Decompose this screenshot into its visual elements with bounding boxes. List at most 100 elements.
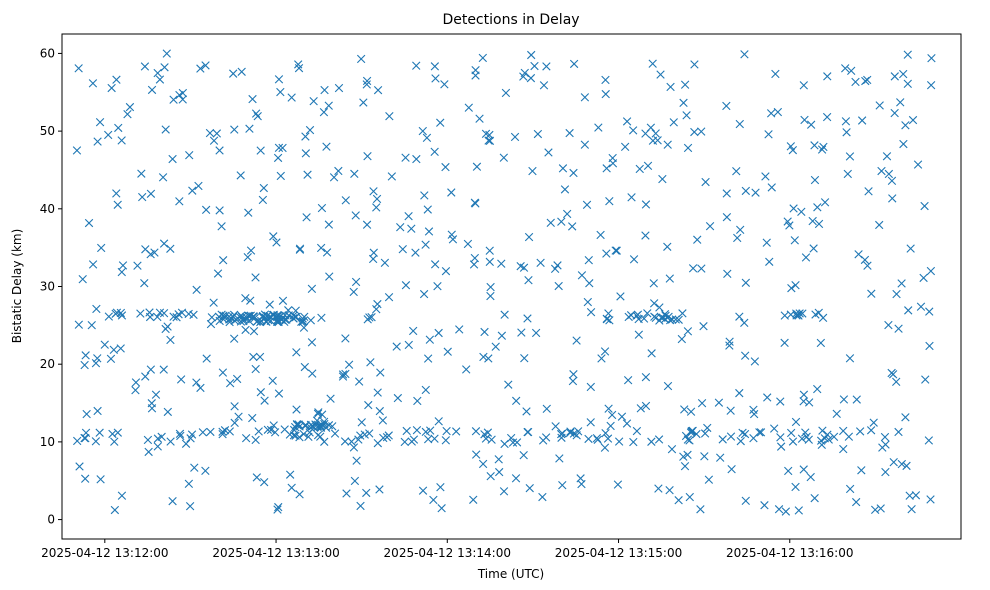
data-point: [658, 174, 667, 184]
data-point: [557, 217, 566, 226]
data-point: [600, 443, 610, 452]
data-point: [225, 312, 234, 321]
data-point: [110, 505, 120, 515]
data-point: [123, 109, 132, 119]
data-point: [356, 431, 365, 440]
data-point: [790, 236, 799, 245]
data-point: [781, 507, 791, 516]
data-point: [274, 317, 283, 327]
data-point: [362, 76, 372, 86]
data-point: [810, 141, 819, 150]
data-point: [584, 434, 593, 444]
data-point: [243, 252, 252, 262]
data-point: [198, 428, 208, 437]
data-point: [688, 264, 698, 273]
data-point: [683, 450, 692, 460]
data-point: [641, 231, 650, 240]
data-point: [125, 102, 135, 112]
data-point: [877, 166, 886, 176]
data-point: [524, 232, 534, 242]
data-point: [569, 168, 578, 178]
data-point: [372, 203, 381, 212]
data-point: [627, 193, 636, 202]
data-point: [325, 272, 334, 281]
data-point: [307, 284, 317, 293]
data-point: [870, 505, 880, 515]
data-point: [718, 435, 727, 444]
data-point: [641, 401, 651, 411]
data-point: [298, 317, 308, 326]
data-point: [434, 417, 443, 426]
data-point: [253, 112, 262, 121]
data-point: [582, 200, 592, 210]
data-point: [265, 300, 274, 309]
data-point: [674, 496, 683, 505]
data-point: [499, 153, 509, 162]
data-point: [741, 186, 751, 196]
data-point: [740, 50, 749, 59]
data-point: [248, 94, 257, 104]
data-point: [274, 143, 284, 152]
data-point: [531, 328, 541, 338]
data-point: [486, 472, 495, 481]
data-point: [813, 384, 822, 394]
data-point: [704, 475, 714, 484]
data-point: [80, 360, 89, 370]
data-point: [246, 246, 256, 255]
data-point: [471, 427, 481, 436]
data-point: [817, 145, 827, 154]
data-point: [801, 253, 811, 262]
data-point: [365, 429, 374, 438]
data-point: [520, 354, 529, 363]
data-point: [864, 187, 873, 196]
data-point: [814, 308, 823, 317]
data-point: [175, 197, 184, 206]
data-point: [762, 238, 771, 247]
data-point: [696, 505, 705, 514]
data-point: [636, 404, 645, 413]
data-point: [878, 443, 887, 452]
data-point: [176, 375, 186, 384]
data-point: [794, 506, 804, 515]
data-point: [407, 437, 416, 446]
data-point: [320, 437, 329, 446]
data-point: [418, 486, 428, 495]
data-point: [646, 123, 656, 132]
data-point: [480, 327, 489, 337]
data-point: [294, 63, 304, 73]
x-tick-label-2: 2025-04-12 13:14:00: [384, 546, 511, 560]
data-point: [262, 317, 271, 326]
data-point: [486, 291, 495, 301]
data-point: [276, 171, 285, 181]
data-point: [663, 242, 672, 251]
data-point: [373, 388, 382, 397]
data-point: [356, 54, 366, 64]
data-point: [181, 439, 191, 448]
data-point: [340, 437, 350, 446]
data-point: [289, 425, 299, 435]
data-point: [583, 297, 592, 307]
data-point: [907, 504, 916, 514]
data-point: [845, 484, 855, 494]
data-point: [700, 452, 709, 461]
data-point: [479, 352, 488, 362]
data-point: [278, 143, 287, 153]
data-point: [362, 488, 371, 498]
data-point: [632, 426, 642, 436]
data-point: [92, 304, 101, 314]
data-point: [141, 372, 150, 381]
data-point: [168, 154, 177, 164]
data-point: [285, 470, 295, 479]
data-point: [365, 313, 374, 322]
data-point: [350, 169, 359, 179]
data-point: [913, 160, 923, 169]
data-point: [196, 383, 205, 393]
data-point: [326, 394, 335, 403]
data-point: [839, 444, 848, 454]
data-point: [412, 61, 421, 70]
data-point: [246, 311, 256, 320]
data-point: [792, 311, 801, 320]
data-point: [722, 212, 732, 222]
data-point: [436, 482, 445, 492]
